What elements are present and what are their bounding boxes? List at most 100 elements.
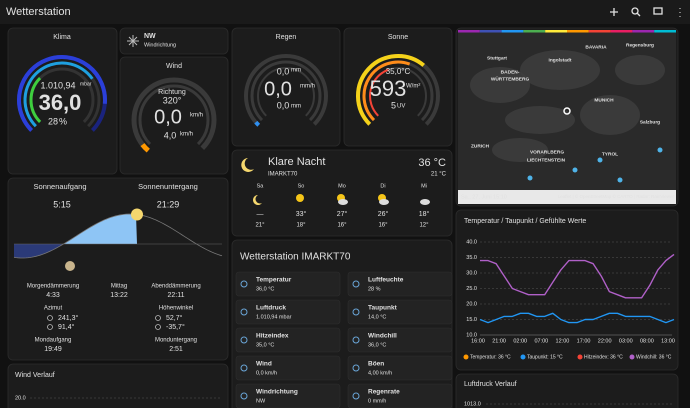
legend-label: Temperatur: 36 °C — [470, 354, 511, 360]
weather-icon — [252, 195, 262, 205]
entity-value: 0 mm/h — [368, 398, 386, 404]
radar-legend — [610, 30, 633, 33]
entity-name: Taupunkt — [368, 305, 398, 312]
title: Wetterstation IMARKT70 — [240, 252, 351, 263]
map-label: Stuttgart — [487, 55, 507, 61]
entity-row — [347, 299, 453, 325]
add-icon[interactable] — [610, 8, 618, 16]
gauge-arc — [250, 60, 322, 122]
dawn-label: Morgendämmerung — [27, 284, 79, 290]
small-icon — [155, 324, 161, 330]
x-tick-label: 02:00 — [513, 338, 527, 344]
daylight-area — [14, 214, 137, 244]
legend-label: Hitzeindex: 36 °C — [584, 354, 623, 360]
forecast-card — [231, 149, 453, 237]
x-tick-label: 13:00 — [661, 338, 675, 344]
series-line — [480, 253, 675, 299]
entity-icon — [240, 308, 248, 316]
night-area — [14, 244, 137, 258]
y-tick-label: 40.0 — [466, 239, 477, 245]
small-icon — [155, 315, 161, 321]
entity-row — [235, 383, 341, 408]
radar-echo — [597, 157, 603, 163]
entity-icon — [240, 364, 248, 372]
entity-name: Temperatur — [256, 277, 292, 284]
attribution: Leaflet | © OpenStreetMap © CARTO | Rada… — [558, 193, 675, 199]
entity-icon — [240, 336, 248, 344]
radar-legend — [545, 30, 567, 33]
day: Di — [380, 183, 385, 189]
temperature: 35,0°C — [386, 67, 411, 76]
temperature: 36,0 — [39, 90, 82, 115]
gauge-arc — [356, 54, 425, 126]
elevation-moon: -35,7° — [166, 323, 185, 331]
entity-icon — [240, 392, 248, 400]
entity-row — [347, 271, 453, 297]
high: 27° — [337, 210, 348, 218]
entity-row — [235, 327, 341, 353]
pressure: 1.010,94 — [40, 80, 75, 90]
cloud-shade — [520, 50, 600, 90]
speed: 0,0 — [154, 106, 182, 128]
radar-legend — [458, 30, 480, 33]
station: IMARKT70 — [268, 172, 298, 178]
direction: 320° — [163, 95, 182, 105]
map-label: TYROL — [602, 151, 618, 157]
radar-legend — [523, 30, 546, 33]
azimuth-moon: 91,4° — [58, 323, 75, 331]
sun-path — [13, 213, 223, 259]
day: Mi — [421, 183, 427, 189]
entity-row — [235, 355, 341, 381]
entity-row — [347, 383, 453, 408]
map-label: VORARLBERG — [530, 149, 564, 155]
legend-swatch — [520, 354, 526, 360]
label: Windrichtung — [144, 42, 176, 48]
moon-icon — [241, 158, 254, 172]
app-header — [0, 0, 690, 24]
chat-icon[interactable] — [653, 7, 663, 15]
elevation-sun: 52,7° — [166, 314, 183, 322]
gauge-arc — [362, 60, 411, 122]
weather-icon — [379, 199, 389, 205]
y-tick-label: 15.0 — [466, 317, 477, 323]
map-label: Ingolstadt — [549, 57, 572, 63]
legend-label: Taupunkt: 15 °C — [527, 354, 563, 360]
sunset-label: Sonnenuntergang — [138, 182, 198, 191]
entity-value: 36,0 °C — [256, 286, 274, 292]
map-label: Regensburg — [626, 42, 654, 48]
sun-card — [7, 177, 229, 361]
sunrise-label: Sonnenaufgang — [34, 182, 87, 191]
entity-name: Regenrate — [368, 389, 400, 396]
entity-icon — [240, 280, 248, 288]
entity-value: 0,0 km/h — [256, 370, 277, 376]
weather-icon — [420, 199, 430, 205]
sunrise: 5:15 — [53, 199, 71, 209]
timestamp: Sa., 27. Juni 15:10 — [461, 194, 507, 200]
x-tick-label: 07:00 — [534, 338, 548, 344]
weather-icon — [296, 194, 304, 202]
map-footer — [458, 190, 676, 204]
label: 20.0 — [15, 395, 26, 401]
radar-legend — [501, 30, 524, 33]
header-icons — [610, 7, 681, 17]
small-icon — [47, 315, 53, 321]
search-icon[interactable] — [631, 7, 639, 15]
moon-position — [65, 261, 75, 271]
entity-name: Windrichtung — [256, 389, 298, 396]
radar-legend — [632, 30, 655, 33]
day: Mo — [338, 183, 346, 189]
compass-icon — [127, 35, 139, 47]
temp-chart-card — [455, 209, 679, 371]
dawn: 4:33 — [46, 292, 60, 299]
high: 26° — [378, 210, 389, 218]
title: Regen — [276, 34, 297, 41]
map-label: BADEN- — [501, 69, 520, 75]
entity-row — [235, 299, 341, 325]
entity-row — [347, 355, 453, 381]
entity-row — [235, 271, 341, 297]
high: 18° — [419, 210, 430, 218]
gauge-arc — [29, 77, 42, 123]
entity-value: 1.010,94 mbar — [256, 314, 292, 320]
x-tick-label: 03:00 — [619, 338, 633, 344]
